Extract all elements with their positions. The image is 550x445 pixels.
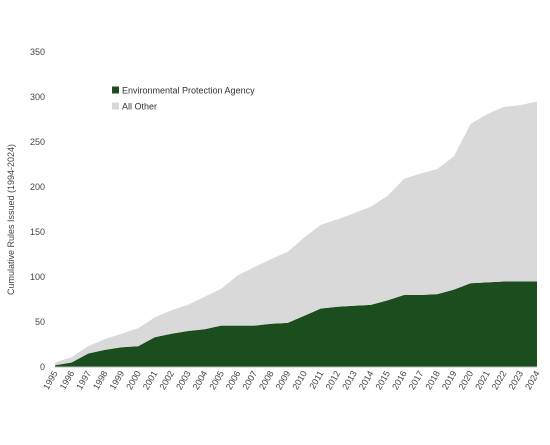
x-tick-label: 2012 bbox=[324, 369, 343, 391]
x-tick-label: 2013 bbox=[340, 369, 359, 391]
legend-label: All Other bbox=[122, 102, 157, 112]
x-tick-label: 2005 bbox=[207, 369, 226, 391]
x-tick-label: 2020 bbox=[457, 369, 476, 391]
x-tick-label: 2014 bbox=[357, 369, 376, 391]
y-tick-label: 250 bbox=[30, 137, 45, 147]
x-tick-label: 2021 bbox=[473, 369, 492, 391]
area-series-epa bbox=[55, 281, 537, 367]
x-tick-label: 1996 bbox=[58, 369, 77, 391]
legend: Environmental Protection Agency All Other bbox=[112, 86, 255, 112]
legend-swatch bbox=[112, 102, 119, 110]
x-tick-label: 2008 bbox=[257, 369, 276, 391]
x-tick-label: 1998 bbox=[91, 369, 110, 391]
legend-swatch bbox=[112, 86, 119, 94]
x-tick-label: 1997 bbox=[74, 369, 93, 391]
x-tick-label: 2024 bbox=[523, 369, 542, 391]
y-tick-label: 350 bbox=[30, 47, 45, 57]
x-tick-label: 2018 bbox=[423, 369, 442, 391]
x-axis: 1995199619971998199920002001200220032004… bbox=[41, 369, 542, 391]
x-tick-label: 1999 bbox=[108, 369, 127, 391]
x-tick-label: 2022 bbox=[490, 369, 509, 391]
legend-label: Environmental Protection Agency bbox=[122, 86, 255, 96]
plot-area bbox=[55, 101, 537, 367]
x-tick-label: 2019 bbox=[440, 369, 459, 391]
y-tick-label: 50 bbox=[35, 317, 45, 327]
x-tick-label: 2004 bbox=[191, 369, 210, 391]
x-tick-label: 2011 bbox=[307, 369, 325, 391]
y-tick-label: 100 bbox=[30, 272, 45, 282]
x-tick-label: 2023 bbox=[506, 369, 525, 391]
y-tick-label: 300 bbox=[30, 92, 45, 102]
y-tick-label: 150 bbox=[30, 227, 45, 237]
x-tick-label: 2016 bbox=[390, 369, 409, 391]
y-axis: 0 50 100 150 200 250 300 350 bbox=[30, 47, 45, 372]
x-tick-label: 2017 bbox=[407, 369, 426, 391]
x-tick-label: 2003 bbox=[174, 369, 193, 391]
y-tick-label: 0 bbox=[40, 362, 45, 372]
x-tick-label: 2006 bbox=[224, 369, 243, 391]
x-tick-label: 2002 bbox=[157, 369, 176, 391]
x-tick-label: 2010 bbox=[290, 369, 309, 391]
x-tick-label: 2000 bbox=[124, 369, 143, 391]
x-tick-label: 2007 bbox=[241, 369, 260, 391]
x-tick-label: 2009 bbox=[274, 369, 293, 391]
area-series-all-other bbox=[55, 101, 537, 366]
y-axis-label: Cumulative Rules Issued (1994-2024) bbox=[6, 144, 16, 295]
x-tick-label: 2015 bbox=[373, 369, 392, 391]
y-tick-label: 200 bbox=[30, 182, 45, 192]
x-tick-label: 1995 bbox=[41, 369, 60, 391]
x-tick-label: 2001 bbox=[141, 369, 160, 391]
